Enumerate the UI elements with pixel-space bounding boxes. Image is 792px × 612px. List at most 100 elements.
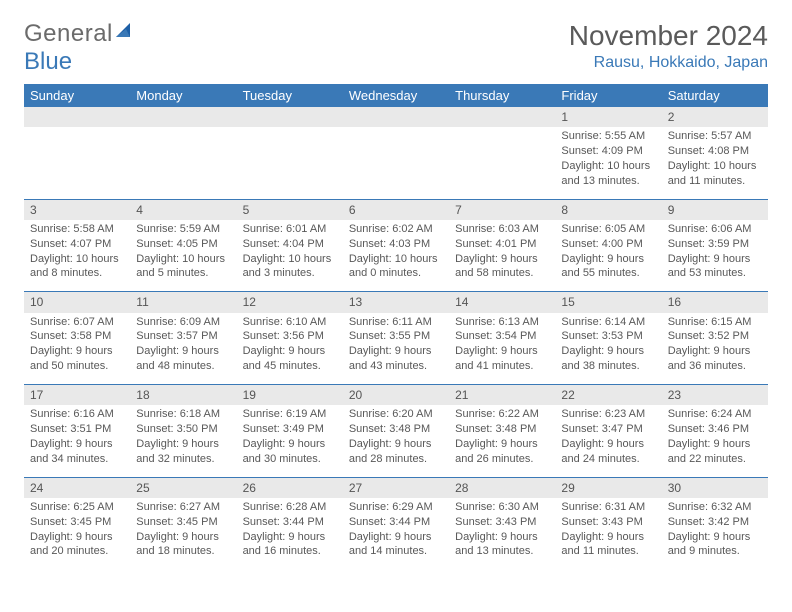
sunset-text: Sunset: 3:43 PM	[561, 515, 655, 530]
daylight-line1: Daylight: 9 hours	[136, 437, 230, 452]
daylight-line2: and 48 minutes.	[136, 359, 230, 374]
daylight-line2: and 38 minutes.	[561, 359, 655, 374]
day-content-cell: Sunrise: 6:01 AMSunset: 4:04 PMDaylight:…	[237, 220, 343, 292]
day-content-cell	[130, 127, 236, 199]
calendar-table: Sunday Monday Tuesday Wednesday Thursday…	[24, 84, 768, 570]
calendar-body: 12 Sunrise: 5:55 AMSunset: 4:09 PMDaylig…	[24, 107, 768, 570]
day-content-cell: Sunrise: 6:03 AMSunset: 4:01 PMDaylight:…	[449, 220, 555, 292]
daylight-line1: Daylight: 9 hours	[243, 344, 337, 359]
day-content-row: Sunrise: 6:25 AMSunset: 3:45 PMDaylight:…	[24, 498, 768, 570]
day-number-cell: 16	[662, 292, 768, 313]
daylight-line1: Daylight: 9 hours	[455, 530, 549, 545]
day-content-cell: Sunrise: 6:25 AMSunset: 3:45 PMDaylight:…	[24, 498, 130, 570]
daylight-line1: Daylight: 10 hours	[349, 252, 443, 267]
sunset-text: Sunset: 4:09 PM	[561, 144, 655, 159]
sunset-text: Sunset: 3:42 PM	[668, 515, 762, 530]
day-number-cell: 20	[343, 385, 449, 406]
daylight-line2: and 24 minutes.	[561, 452, 655, 467]
day-number-cell: 12	[237, 292, 343, 313]
day-number-cell: 19	[237, 385, 343, 406]
sunset-text: Sunset: 3:55 PM	[349, 329, 443, 344]
daylight-line2: and 43 minutes.	[349, 359, 443, 374]
daylight-line2: and 36 minutes.	[668, 359, 762, 374]
sunset-text: Sunset: 3:52 PM	[668, 329, 762, 344]
sunrise-text: Sunrise: 6:18 AM	[136, 407, 230, 422]
sunset-text: Sunset: 3:48 PM	[455, 422, 549, 437]
sunset-text: Sunset: 3:56 PM	[243, 329, 337, 344]
day-content-cell: Sunrise: 6:32 AMSunset: 3:42 PMDaylight:…	[662, 498, 768, 570]
day-number-cell: 5	[237, 199, 343, 220]
daylight-line2: and 16 minutes.	[243, 544, 337, 559]
sunset-text: Sunset: 3:51 PM	[30, 422, 124, 437]
daylight-line1: Daylight: 9 hours	[668, 530, 762, 545]
sunset-text: Sunset: 4:07 PM	[30, 237, 124, 252]
daylight-line1: Daylight: 9 hours	[561, 344, 655, 359]
day-content-cell: Sunrise: 6:19 AMSunset: 3:49 PMDaylight:…	[237, 405, 343, 477]
day-content-cell: Sunrise: 6:30 AMSunset: 3:43 PMDaylight:…	[449, 498, 555, 570]
sunrise-text: Sunrise: 6:27 AM	[136, 500, 230, 515]
daylight-line1: Daylight: 9 hours	[668, 252, 762, 267]
daylight-line1: Daylight: 9 hours	[668, 344, 762, 359]
logo: General	[24, 20, 136, 48]
daylight-line2: and 55 minutes.	[561, 266, 655, 281]
header: General November 2024 Rausu, Hokkaido, J…	[24, 20, 768, 72]
daylight-line1: Daylight: 9 hours	[243, 437, 337, 452]
day-content-row: Sunrise: 6:16 AMSunset: 3:51 PMDaylight:…	[24, 405, 768, 477]
sunset-text: Sunset: 3:45 PM	[30, 515, 124, 530]
weekday-header: Friday	[555, 84, 661, 107]
day-content-cell: Sunrise: 5:59 AMSunset: 4:05 PMDaylight:…	[130, 220, 236, 292]
sunset-text: Sunset: 3:57 PM	[136, 329, 230, 344]
sunrise-text: Sunrise: 5:55 AM	[561, 129, 655, 144]
logo-text-general: General	[24, 20, 113, 48]
day-content-row: Sunrise: 6:07 AMSunset: 3:58 PMDaylight:…	[24, 313, 768, 385]
day-content-cell: Sunrise: 6:06 AMSunset: 3:59 PMDaylight:…	[662, 220, 768, 292]
daylight-line1: Daylight: 10 hours	[561, 159, 655, 174]
daylight-line2: and 5 minutes.	[136, 266, 230, 281]
day-content-cell: Sunrise: 6:13 AMSunset: 3:54 PMDaylight:…	[449, 313, 555, 385]
day-number-cell: 15	[555, 292, 661, 313]
sunrise-text: Sunrise: 6:30 AM	[455, 500, 549, 515]
daylight-line1: Daylight: 9 hours	[668, 437, 762, 452]
daylight-line2: and 30 minutes.	[243, 452, 337, 467]
daylight-line2: and 9 minutes.	[668, 544, 762, 559]
sunset-text: Sunset: 3:44 PM	[349, 515, 443, 530]
weekday-header: Wednesday	[343, 84, 449, 107]
logo-text-blue: Blue	[24, 48, 72, 76]
daylight-line1: Daylight: 9 hours	[30, 530, 124, 545]
sunrise-text: Sunrise: 6:25 AM	[30, 500, 124, 515]
day-number-cell	[130, 107, 236, 127]
sunrise-text: Sunrise: 6:22 AM	[455, 407, 549, 422]
day-content-cell: Sunrise: 6:15 AMSunset: 3:52 PMDaylight:…	[662, 313, 768, 385]
daylight-line1: Daylight: 9 hours	[243, 530, 337, 545]
day-number-cell: 9	[662, 199, 768, 220]
sunset-text: Sunset: 3:43 PM	[455, 515, 549, 530]
daylight-line2: and 3 minutes.	[243, 266, 337, 281]
sunrise-text: Sunrise: 6:32 AM	[668, 500, 762, 515]
day-content-cell: Sunrise: 6:10 AMSunset: 3:56 PMDaylight:…	[237, 313, 343, 385]
sunrise-text: Sunrise: 6:29 AM	[349, 500, 443, 515]
day-content-cell	[24, 127, 130, 199]
daylight-line2: and 58 minutes.	[455, 266, 549, 281]
day-content-cell: Sunrise: 5:55 AMSunset: 4:09 PMDaylight:…	[555, 127, 661, 199]
daylight-line1: Daylight: 9 hours	[30, 437, 124, 452]
sunset-text: Sunset: 3:45 PM	[136, 515, 230, 530]
day-number-cell: 25	[130, 477, 236, 498]
sunrise-text: Sunrise: 6:31 AM	[561, 500, 655, 515]
day-number-cell: 17	[24, 385, 130, 406]
day-number-cell: 11	[130, 292, 236, 313]
daylight-line1: Daylight: 9 hours	[455, 252, 549, 267]
day-number-cell	[343, 107, 449, 127]
daylight-line2: and 32 minutes.	[136, 452, 230, 467]
weekday-header: Saturday	[662, 84, 768, 107]
day-content-cell: Sunrise: 5:57 AMSunset: 4:08 PMDaylight:…	[662, 127, 768, 199]
day-content-cell: Sunrise: 6:18 AMSunset: 3:50 PMDaylight:…	[130, 405, 236, 477]
daylight-line2: and 11 minutes.	[668, 174, 762, 189]
sunrise-text: Sunrise: 5:57 AM	[668, 129, 762, 144]
day-content-cell: Sunrise: 6:11 AMSunset: 3:55 PMDaylight:…	[343, 313, 449, 385]
sunrise-text: Sunrise: 5:58 AM	[30, 222, 124, 237]
daylight-line2: and 20 minutes.	[30, 544, 124, 559]
daylight-line1: Daylight: 9 hours	[561, 530, 655, 545]
sunset-text: Sunset: 3:50 PM	[136, 422, 230, 437]
day-content-cell: Sunrise: 6:09 AMSunset: 3:57 PMDaylight:…	[130, 313, 236, 385]
day-number-row: 24252627282930	[24, 477, 768, 498]
